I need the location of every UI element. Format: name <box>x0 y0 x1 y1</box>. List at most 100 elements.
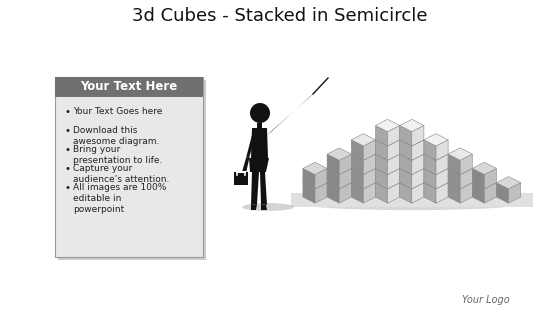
Polygon shape <box>242 155 250 173</box>
Polygon shape <box>472 176 497 189</box>
Text: All images are 100%
editable in
powerpoint: All images are 100% editable in powerpoi… <box>73 183 166 214</box>
Text: Your Text Here: Your Text Here <box>81 81 178 94</box>
Text: •: • <box>65 164 71 174</box>
Polygon shape <box>497 176 521 189</box>
Polygon shape <box>376 119 400 132</box>
Polygon shape <box>351 176 376 189</box>
Polygon shape <box>376 169 388 189</box>
Polygon shape <box>400 134 424 146</box>
Polygon shape <box>376 154 388 175</box>
Polygon shape <box>400 154 412 175</box>
Polygon shape <box>249 158 269 172</box>
Polygon shape <box>251 204 257 210</box>
Polygon shape <box>376 140 388 160</box>
Polygon shape <box>234 172 248 185</box>
Polygon shape <box>267 92 315 135</box>
Polygon shape <box>448 162 472 175</box>
Polygon shape <box>424 176 448 189</box>
Polygon shape <box>315 183 327 203</box>
Text: •: • <box>65 126 71 136</box>
Polygon shape <box>472 183 484 203</box>
Polygon shape <box>376 176 400 189</box>
Polygon shape <box>363 140 376 160</box>
Text: Your Text Goes here: Your Text Goes here <box>73 107 162 116</box>
Polygon shape <box>327 183 339 203</box>
Polygon shape <box>484 169 497 189</box>
Polygon shape <box>327 148 351 160</box>
Polygon shape <box>376 162 400 175</box>
Polygon shape <box>257 123 262 128</box>
Polygon shape <box>315 169 327 189</box>
Polygon shape <box>400 125 412 146</box>
Bar <box>291 193 533 207</box>
Polygon shape <box>351 134 376 146</box>
Text: •: • <box>65 107 71 117</box>
Polygon shape <box>448 183 460 203</box>
Polygon shape <box>400 176 424 189</box>
Polygon shape <box>363 154 376 175</box>
Polygon shape <box>351 140 363 160</box>
Polygon shape <box>436 154 448 175</box>
Polygon shape <box>400 140 412 160</box>
Polygon shape <box>412 169 424 189</box>
Polygon shape <box>327 162 351 175</box>
Polygon shape <box>424 148 448 160</box>
Polygon shape <box>327 154 339 175</box>
FancyBboxPatch shape <box>58 80 206 260</box>
Polygon shape <box>460 169 472 189</box>
Polygon shape <box>400 119 424 132</box>
Polygon shape <box>412 125 424 146</box>
Polygon shape <box>424 183 436 203</box>
Polygon shape <box>376 183 388 203</box>
Polygon shape <box>448 148 472 160</box>
Text: Capture your
audience’s attention.: Capture your audience’s attention. <box>73 164 169 184</box>
Polygon shape <box>339 154 351 175</box>
Polygon shape <box>508 183 521 203</box>
Polygon shape <box>460 154 472 175</box>
Polygon shape <box>351 162 376 175</box>
Polygon shape <box>436 140 448 160</box>
Text: •: • <box>65 145 71 155</box>
Polygon shape <box>497 183 508 203</box>
Polygon shape <box>412 183 424 203</box>
FancyBboxPatch shape <box>55 77 203 257</box>
Polygon shape <box>376 134 400 146</box>
Polygon shape <box>412 154 424 175</box>
Polygon shape <box>388 154 400 175</box>
Ellipse shape <box>297 196 526 210</box>
Polygon shape <box>448 154 460 175</box>
Polygon shape <box>412 140 424 160</box>
Polygon shape <box>460 183 472 203</box>
Polygon shape <box>303 162 327 175</box>
Polygon shape <box>351 183 363 203</box>
Circle shape <box>250 103 270 123</box>
Polygon shape <box>400 148 424 160</box>
Polygon shape <box>400 162 424 175</box>
Text: 3d Cubes - Stacked in Semicircle: 3d Cubes - Stacked in Semicircle <box>132 7 428 25</box>
Polygon shape <box>388 125 400 146</box>
Polygon shape <box>436 169 448 189</box>
Polygon shape <box>246 132 256 158</box>
Text: Your Logo: Your Logo <box>462 295 510 305</box>
Text: Download this
awesome diagram.: Download this awesome diagram. <box>73 126 160 146</box>
Polygon shape <box>251 172 259 205</box>
Polygon shape <box>424 154 436 175</box>
Polygon shape <box>448 169 460 189</box>
Polygon shape <box>472 162 497 175</box>
Polygon shape <box>363 183 376 203</box>
Polygon shape <box>424 140 436 160</box>
Polygon shape <box>261 204 267 210</box>
Polygon shape <box>351 169 363 189</box>
Text: •: • <box>65 183 71 193</box>
Polygon shape <box>327 169 339 189</box>
Polygon shape <box>388 140 400 160</box>
Polygon shape <box>424 134 448 146</box>
Polygon shape <box>436 183 448 203</box>
Polygon shape <box>339 169 351 189</box>
Polygon shape <box>388 169 400 189</box>
FancyBboxPatch shape <box>55 77 203 97</box>
Polygon shape <box>400 183 412 203</box>
Polygon shape <box>303 183 315 203</box>
Polygon shape <box>484 183 497 203</box>
Polygon shape <box>376 148 400 160</box>
